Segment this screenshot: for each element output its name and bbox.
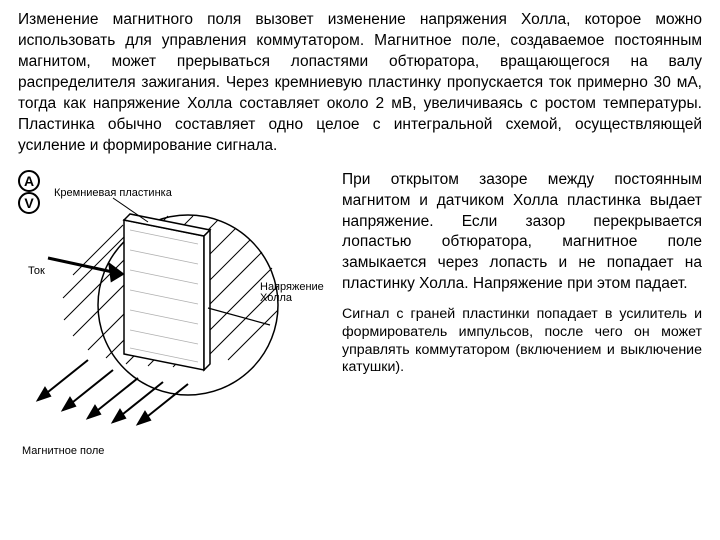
right-column: При открытом зазоре между постоянным маг… (342, 170, 702, 470)
figure-svg (18, 170, 328, 470)
low-paragraph: Сигнал с граней пластинки попадает в уси… (342, 306, 702, 377)
label-current: Ток (28, 266, 45, 277)
label-plate: Кремниевая пластинка (54, 188, 172, 199)
mid-paragraph: При открытом зазоре между постоянным маг… (342, 170, 702, 294)
top-paragraph: Изменение магнитного поля вызовет измене… (18, 10, 702, 156)
label-field: Магнитное поле (22, 446, 104, 457)
hall-effect-figure: Кремниевая пластинка Ток Напряжение Холл… (18, 170, 328, 470)
label-voltage: Напряжение Холла (260, 282, 324, 304)
content-row: Кремниевая пластинка Ток Напряжение Холл… (18, 170, 702, 470)
